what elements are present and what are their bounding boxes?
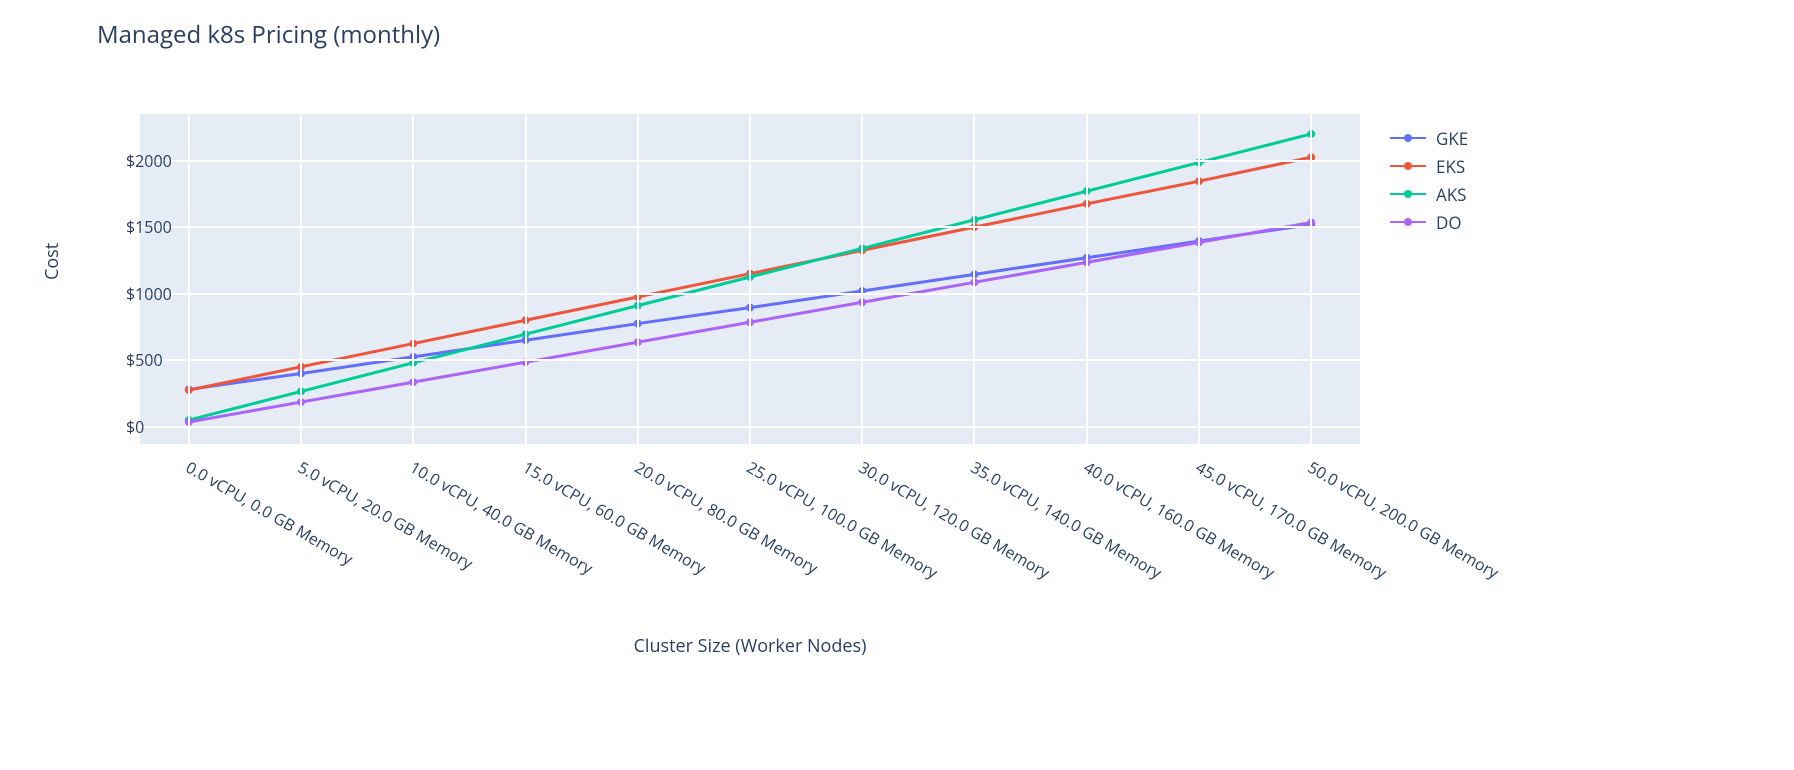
legend-marker-icon	[1404, 190, 1412, 198]
xtick-label: 15.0 vCPU, 60.0 GB Memory	[519, 456, 710, 579]
gridline-v	[861, 114, 863, 444]
legend-swatch	[1390, 221, 1426, 223]
xtick-label: 30.0 vCPU, 120.0 GB Memory	[855, 456, 1054, 584]
legend-item-aks[interactable]: AKS	[1390, 180, 1468, 208]
xtick-label: 10.0 vCPU, 40.0 GB Memory	[406, 456, 597, 579]
ytick-label: $2000	[126, 150, 128, 172]
legend-item-eks[interactable]: EKS	[1390, 152, 1468, 180]
legend-label: AKS	[1436, 183, 1466, 206]
y-axis-label: Cost	[40, 243, 64, 280]
legend: GKE EKS AKS DO	[1390, 124, 1468, 236]
legend-swatch	[1390, 137, 1426, 139]
gridline-v	[637, 114, 639, 444]
xtick-label: 5.0 vCPU, 20.0 GB Memory	[294, 456, 477, 574]
ytick-label: $1500	[126, 216, 128, 238]
xtick-label: 45.0 vCPU, 170.0 GB Memory	[1192, 456, 1391, 584]
gridline-v	[188, 114, 190, 444]
gridline-v	[525, 114, 527, 444]
gridline-v	[1310, 114, 1312, 444]
xtick-label: 25.0 vCPU, 100.0 GB Memory	[743, 456, 942, 584]
legend-swatch	[1390, 193, 1426, 195]
legend-marker-icon	[1404, 162, 1412, 170]
xtick-label: 20.0 vCPU, 80.0 GB Memory	[631, 456, 822, 579]
ytick-label: $500	[126, 349, 128, 371]
chart-title: Managed k8s Pricing (monthly)	[97, 18, 440, 51]
x-axis-label: Cluster Size (Worker Nodes)	[140, 634, 1360, 658]
plot-area	[140, 114, 1360, 444]
xtick-label: 50.0 vCPU, 200.0 GB Memory	[1304, 456, 1503, 584]
gridline-v	[300, 114, 302, 444]
ytick-label: $0	[126, 416, 128, 438]
gridline-v	[973, 114, 975, 444]
legend-label: DO	[1436, 211, 1462, 234]
chart-container: Managed k8s Pricing (monthly) Cost Clust…	[0, 0, 1794, 770]
gridline-v	[1198, 114, 1200, 444]
legend-swatch	[1390, 165, 1426, 167]
legend-item-gke[interactable]: GKE	[1390, 124, 1468, 152]
gridline-v	[1086, 114, 1088, 444]
xtick-label: 40.0 vCPU, 160.0 GB Memory	[1080, 456, 1279, 584]
legend-item-do[interactable]: DO	[1390, 208, 1468, 236]
gridline-v	[412, 114, 414, 444]
xtick-label: 35.0 vCPU, 140.0 GB Memory	[967, 456, 1166, 584]
legend-label: EKS	[1436, 155, 1465, 178]
legend-label: GKE	[1436, 127, 1468, 150]
legend-marker-icon	[1404, 218, 1412, 226]
ytick-label: $1000	[126, 283, 128, 305]
gridline-v	[749, 114, 751, 444]
legend-marker-icon	[1404, 134, 1412, 142]
